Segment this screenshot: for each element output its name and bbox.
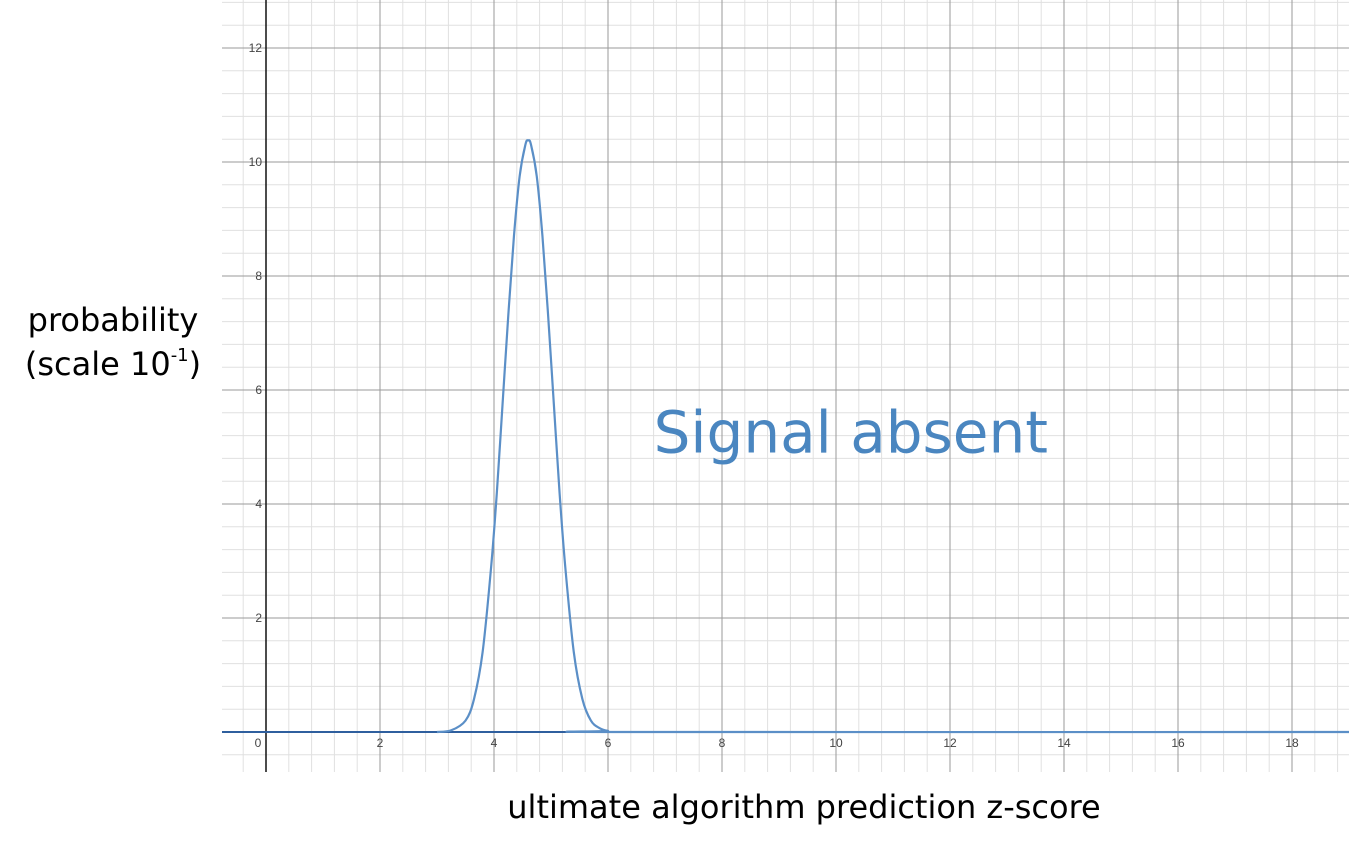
x-tick-label: 18 <box>1285 736 1299 750</box>
y-tick-label: 8 <box>255 269 262 283</box>
x-tick-label: 4 <box>491 736 498 750</box>
x-tick-label: 6 <box>605 736 612 750</box>
y-axis-title-suffix: ) <box>188 345 202 383</box>
x-tick-label: 10 <box>829 736 843 750</box>
x-tick-label: 8 <box>719 736 726 750</box>
x-tick-label: 2 <box>377 736 384 750</box>
annotation-signal-absent: Signal absent <box>654 399 1048 467</box>
y-axis-title: probability (scale 10-1) <box>0 298 226 386</box>
y-tick-label: 2 <box>255 611 262 625</box>
x-tick-label: 12 <box>943 736 957 750</box>
y-tick-label: 4 <box>255 497 262 511</box>
y-tick-label: 10 <box>249 155 263 169</box>
x-tick-label: 0 <box>255 736 262 750</box>
y-axis-title-prefix: (scale 10 <box>24 345 171 383</box>
y-tick-label: 6 <box>255 383 262 397</box>
y-axis-title-line1: probability <box>27 301 199 339</box>
major-grid <box>222 0 1349 772</box>
y-axis-title-line2: (scale 10-1) <box>0 342 226 386</box>
series-layer <box>436 139 1349 734</box>
x-tick-labels: 0 2 4 6 8 10 12 14 16 18 <box>255 736 1299 750</box>
y-tick-label: 12 <box>249 41 263 55</box>
series-line <box>436 139 1349 734</box>
y-tick-labels: 2 4 6 8 10 12 <box>249 41 263 625</box>
x-axis-title: ultimate algorithm prediction z-score <box>507 788 1100 826</box>
x-tick-label: 16 <box>1171 736 1185 750</box>
x-tick-label: 14 <box>1057 736 1071 750</box>
y-axis-title-exponent: -1 <box>170 345 189 366</box>
minor-grid <box>222 0 1349 772</box>
